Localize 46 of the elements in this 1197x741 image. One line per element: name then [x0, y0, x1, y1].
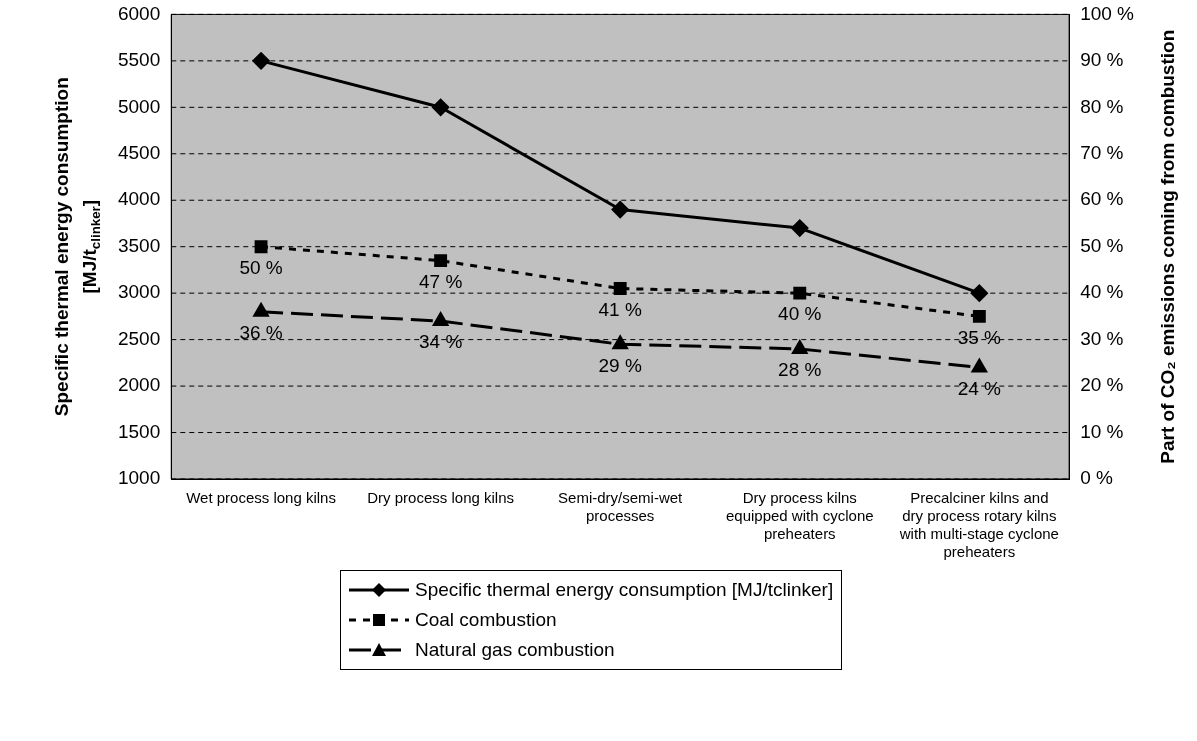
y2-tick-label: 10 % [1080, 420, 1124, 442]
point [432, 98, 450, 116]
data-label: 36 % [239, 321, 283, 343]
data-label: 28 % [778, 359, 822, 381]
data-label: 41 % [598, 298, 642, 320]
y-tick-label: 2500 [117, 327, 161, 349]
y2-tick-label: 60 % [1080, 188, 1124, 210]
y-tick-label: 3500 [117, 234, 161, 256]
y2-tick-label: 30 % [1080, 327, 1124, 349]
legend-label: Coal combustion [415, 609, 557, 631]
y2-tick-label: 80 % [1080, 95, 1124, 117]
legend-label: Natural gas combustion [415, 639, 615, 661]
legend-label: Specific thermal energy consumption [MJ/tclinker] [415, 579, 834, 601]
y2-tick-label: 70 % [1080, 142, 1124, 164]
data-label: 29 % [598, 354, 642, 376]
point [791, 219, 809, 237]
x-tick-label: Dry process kilns equipped with cyclone preheaters [725, 489, 874, 543]
y-tick-label: 6000 [117, 2, 161, 24]
x-tick-label: Semi-dry/semi-wet processes [558, 489, 684, 525]
y-tick-label: 1000 [117, 467, 161, 489]
data-label: 40 % [778, 303, 822, 325]
y2-tick-label: 0 % [1080, 467, 1113, 489]
y2-tick-label: 20 % [1080, 374, 1124, 396]
y2-tick-label: 50 % [1080, 234, 1124, 256]
x-tick-label: Precalciner kilns and dry process rotary kilns with multi-stage cyclone preheaters [898, 489, 1059, 561]
y-tick-label: 2000 [117, 374, 161, 396]
y-tick-label: 4500 [117, 142, 161, 164]
y-tick-label: 3000 [117, 281, 161, 303]
data-label: 34 % [418, 331, 463, 353]
y2-axis-title: Part of CO₂ emissions coming from combustion [1157, 29, 1179, 464]
x-tick-label: Dry process long kilns [367, 489, 514, 507]
y-tick-label: 1500 [117, 420, 161, 442]
y2-tick-label: 40 % [1080, 281, 1124, 303]
data-label: 47 % [418, 270, 463, 292]
y2-tick-label: 100 % [1080, 2, 1135, 24]
y-tick-label: 4000 [117, 188, 161, 210]
x-tick-label: Wet process long kilns [186, 489, 336, 507]
data-label: 24 % [957, 377, 1002, 399]
y-tick-label: 5000 [117, 95, 161, 117]
point [970, 284, 988, 302]
data-label: 50 % [239, 256, 283, 278]
y2-tick-label: 90 % [1080, 49, 1124, 71]
data-label: 35 % [957, 326, 1002, 348]
point [252, 52, 270, 70]
point [611, 201, 629, 219]
y-tick-label: 5500 [117, 49, 161, 71]
